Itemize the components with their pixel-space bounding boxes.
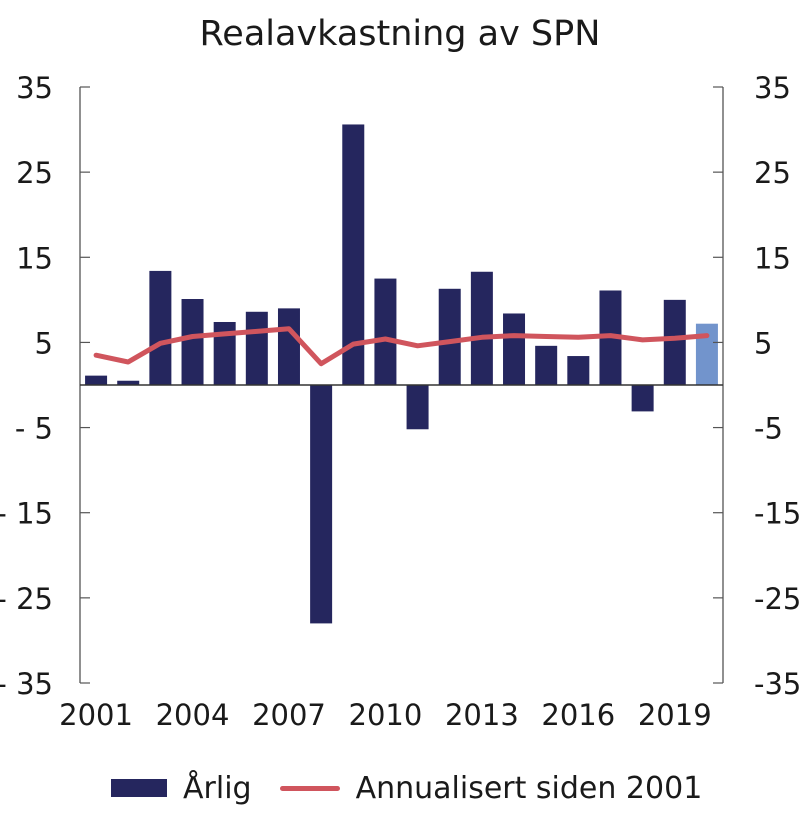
bar-2004 (181, 299, 204, 385)
bar-2016 (567, 356, 590, 385)
chart-plot: 35 35 25 25 15 15 5 5 - 5 -5 - 15 -15 - 25 -25 - 35 -35… (0, 71, 800, 732)
line-series (93, 326, 710, 367)
bar-2018 (631, 385, 654, 412)
bar-2003 (149, 270, 172, 385)
x-tick-label: 2004 (156, 698, 230, 732)
chart-title: Realavkastning av SPN (199, 14, 601, 54)
x-tick-label: 2013 (445, 698, 519, 732)
y-tick-label-left: 5 (35, 326, 53, 360)
x-tick-label: 2019 (638, 698, 712, 732)
bar-2012 (438, 288, 461, 385)
bar-2001 (85, 375, 108, 385)
bar-2015 (535, 345, 558, 385)
x-tick-label: 2010 (349, 698, 423, 732)
bar-2013 (470, 271, 493, 385)
legend-label-arlig: Årlig (183, 770, 252, 806)
annualized-line (93, 326, 710, 367)
y-tick-label-left: 25 (16, 156, 53, 190)
bar-2006 (245, 311, 268, 385)
y-tick-label-right: 15 (754, 241, 791, 275)
bar-2002 (117, 380, 140, 385)
legend-swatch-arlig (111, 779, 167, 797)
legend-swatch-annualisert (279, 785, 340, 791)
y-tick-label-right: -35 (754, 667, 800, 701)
y-tick-label-right: -15 (754, 497, 800, 531)
bar-2019 (663, 299, 686, 385)
bar-2010 (374, 278, 397, 385)
y-tick-label-right: -5 (754, 412, 783, 446)
x-tick-label: 2016 (541, 698, 615, 732)
x-tick-label: 2001 (59, 698, 133, 732)
bar-2008 (310, 385, 333, 624)
axes (79, 86, 724, 684)
bar-2009 (342, 124, 365, 385)
tick-labels: 35 35 25 25 15 15 5 5 - 5 -5 - 15 -15 - 25 -25 - 35 -35… (0, 71, 800, 732)
bar-2014 (503, 313, 526, 385)
bar-2007 (277, 308, 300, 385)
y-tick-label-left: - 25 (0, 582, 53, 616)
y-tick-label-left: - 15 (0, 497, 53, 531)
legend: Årlig Annualisert siden 2001 (111, 766, 702, 810)
y-tick-label-left: 35 (16, 71, 53, 105)
y-tick-label-left: - 35 (0, 667, 53, 701)
x-tick-label: 2007 (252, 698, 326, 732)
bar-2011 (406, 385, 429, 430)
bar-2005 (213, 321, 236, 385)
legend-label-annualisert: Annualisert siden 2001 (355, 770, 703, 806)
bar-series (85, 124, 718, 624)
bar-2020 (695, 323, 718, 385)
y-tick-label-right: -25 (754, 582, 800, 616)
y-tick-label-left: 15 (16, 241, 53, 275)
y-tick-label-right: 35 (754, 71, 791, 105)
y-tick-label-right: 5 (754, 326, 772, 360)
y-tick-label-right: 25 (754, 156, 791, 190)
y-tick-label-left: - 5 (15, 412, 53, 446)
